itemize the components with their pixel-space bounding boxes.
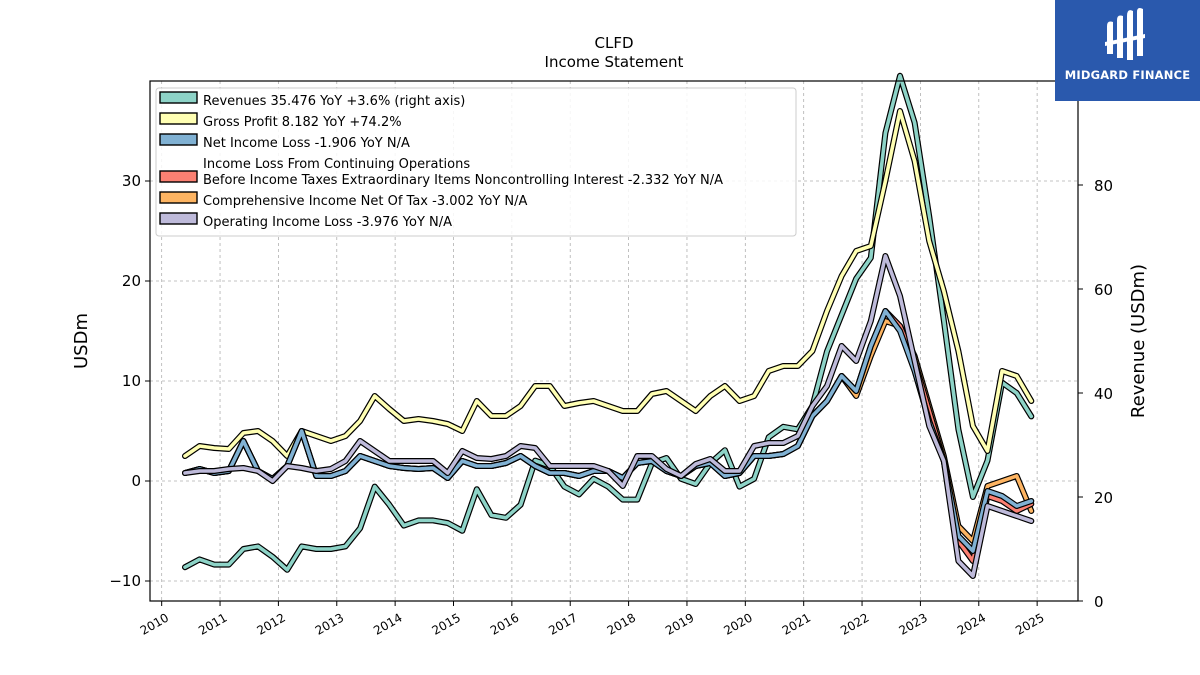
chart-title: CLFD: [594, 34, 633, 52]
right-axis-label: Revenue (USDm): [1128, 264, 1149, 418]
series-line: [182, 72, 1035, 573]
left-tick-label: −10: [109, 572, 141, 590]
series-stroke: [183, 109, 1034, 458]
x-tick-label: 2025: [1013, 610, 1046, 637]
series-stroke: [183, 254, 1034, 578]
right-axis-ticks: 0 20 40 60 80: [1078, 177, 1113, 611]
series-stroke: [183, 319, 1034, 543]
series-outline: [182, 253, 1035, 579]
right-tick-label: 0: [1094, 593, 1104, 611]
left-tick-label: 0: [131, 472, 141, 490]
chart-subtitle: Income Statement: [545, 53, 684, 71]
legend-entry: Gross Profit 8.182 YoY +74.2%: [203, 115, 402, 130]
x-tick-label: 2011: [196, 610, 229, 637]
series-line: [182, 308, 1035, 554]
x-tick-label: 2019: [663, 610, 696, 637]
x-tick-label: 2018: [605, 610, 638, 637]
right-tick-label: 20: [1094, 489, 1113, 507]
x-tick-label: 2021: [780, 610, 813, 637]
x-tick-label: 2024: [955, 610, 988, 637]
x-tick-label: 2022: [838, 610, 871, 637]
series-line: [182, 108, 1035, 459]
series-line: [182, 253, 1035, 579]
x-axis-ticks: 2010 2011 2012 2013 2014 2015 2016 2017 2018 2019…: [138, 601, 1047, 638]
legend-entry: Income Loss From Continuing Operations: [203, 157, 470, 172]
left-tick-label: 30: [122, 172, 141, 190]
x-tick-label: 2014: [371, 610, 404, 637]
legend: Revenues 35.476 YoY +3.6% (right axis) Gr…: [155, 87, 797, 237]
logo-mark-icon: [1105, 8, 1145, 61]
midgard-finance-logo: MIDGARD FINANCE: [1055, 0, 1200, 101]
x-tick-label: 2015: [430, 610, 463, 637]
plot-frame: [149, 80, 1079, 602]
legend-swatch: [159, 91, 198, 104]
legend-swatch: [159, 191, 198, 204]
left-axis-label: USDm: [71, 313, 92, 369]
x-tick-label: 2020: [721, 610, 754, 637]
series-line: [182, 318, 1035, 544]
left-tick-label: 10: [122, 372, 141, 390]
legend-swatch: [159, 112, 198, 125]
series-outline: [182, 318, 1035, 544]
series-stroke: [183, 309, 1034, 553]
legend-swatch: [159, 212, 198, 225]
legend-box: [155, 87, 797, 237]
x-tick-label: 2016: [488, 610, 521, 637]
legend-entry: Revenues 35.476 YoY +3.6% (right axis): [203, 94, 465, 109]
x-tick-label: 2017: [546, 610, 579, 637]
brand-name: MIDGARD FINANCE: [1064, 68, 1191, 82]
legend-swatch: [159, 170, 198, 183]
right-tick-label: 80: [1094, 177, 1113, 195]
legend-swatch: [159, 133, 198, 146]
left-tick-label: 20: [122, 272, 141, 290]
legend-entry: Before Income Taxes Extraordinary Items …: [203, 173, 723, 188]
legend-entry: Operating Income Loss -3.976 YoY N/A: [203, 215, 452, 230]
series-stroke: [183, 74, 1034, 572]
right-tick-label: 40: [1094, 385, 1113, 403]
x-tick-label: 2023: [896, 610, 929, 637]
series-lines: [182, 72, 1035, 579]
x-tick-label: 2010: [138, 610, 171, 637]
left-axis-ticks: −10 0 10 20 30: [109, 172, 150, 590]
legend-entry: Net Income Loss -1.906 YoY N/A: [203, 136, 410, 151]
grid: [150, 81, 1078, 601]
legend-entry: Comprehensive Income Net Of Tax -3.002 Y…: [203, 194, 528, 209]
right-tick-label: 60: [1094, 281, 1113, 299]
x-tick-label: 2012: [254, 610, 287, 637]
x-tick-label: 2013: [313, 610, 346, 637]
